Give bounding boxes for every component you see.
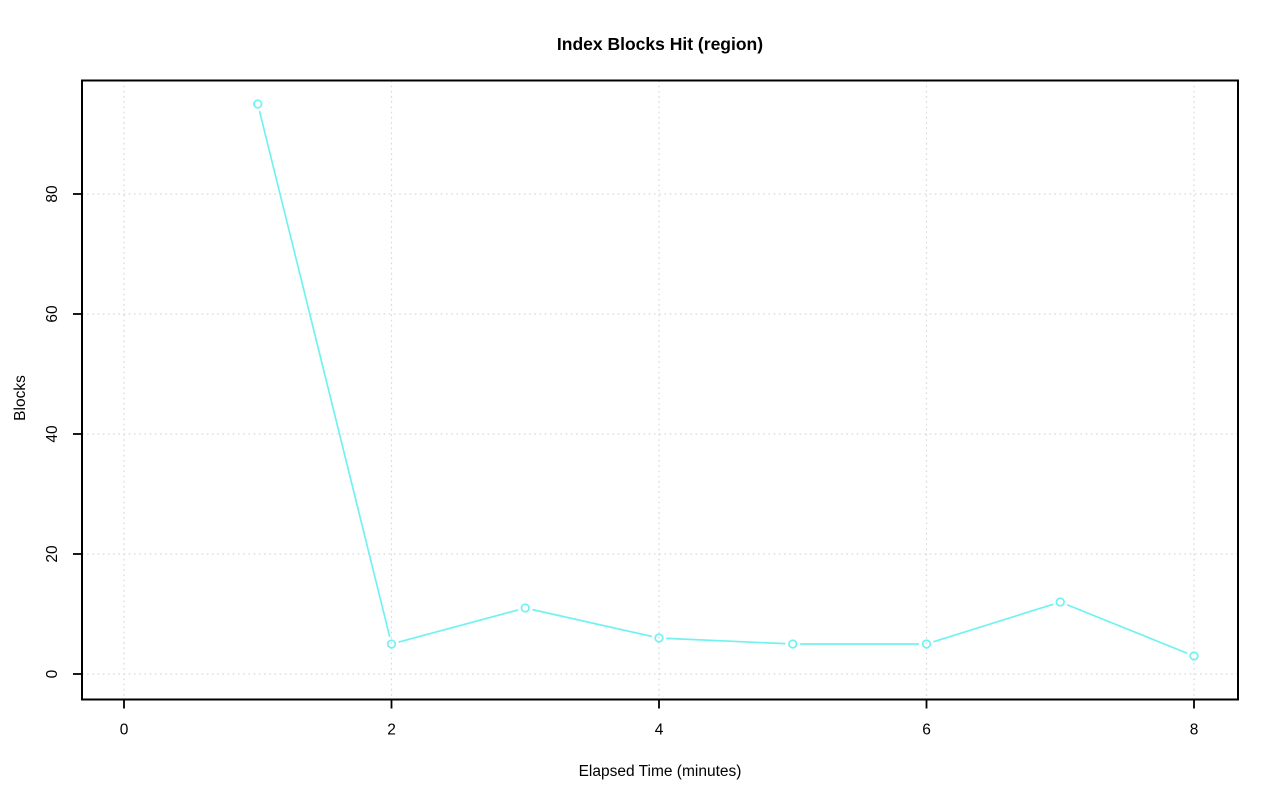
x-axis-label: Elapsed Time (minutes): [578, 763, 742, 780]
x-tick-label: 6: [922, 722, 931, 739]
series-line-segment: [398, 609, 519, 643]
x-tick-label: 2: [387, 722, 396, 739]
series-line-segment: [666, 637, 786, 645]
x-tick-label: 4: [655, 722, 664, 739]
x-tick-label: 0: [120, 722, 129, 739]
data-point-marker: [788, 639, 798, 649]
y-axis-label: Blocks: [12, 375, 29, 421]
y-tick-label: 40: [44, 425, 61, 443]
data-point-marker: [1189, 651, 1199, 661]
y-tick-label: 20: [44, 545, 61, 563]
data-point-marker: [386, 639, 397, 649]
plot-border: [81, 79, 1239, 701]
data-point-marker: [520, 603, 530, 613]
series-line-segment: [1066, 604, 1188, 654]
data-point-marker: [1055, 597, 1065, 607]
x-tick-label: 8: [1190, 722, 1199, 739]
data-point-marker: [253, 99, 263, 109]
data-point-marker: [654, 633, 664, 643]
series-line-segment: [933, 603, 1054, 643]
series-line-segment: [532, 608, 653, 638]
chart-title: Index Blocks Hit (region): [556, 34, 764, 54]
data-point-marker: [921, 639, 932, 649]
y-tick-label: 80: [44, 185, 61, 203]
y-tick-label: 0: [44, 669, 61, 678]
series-line-segment: [258, 110, 391, 638]
y-tick-label: 60: [44, 305, 61, 323]
